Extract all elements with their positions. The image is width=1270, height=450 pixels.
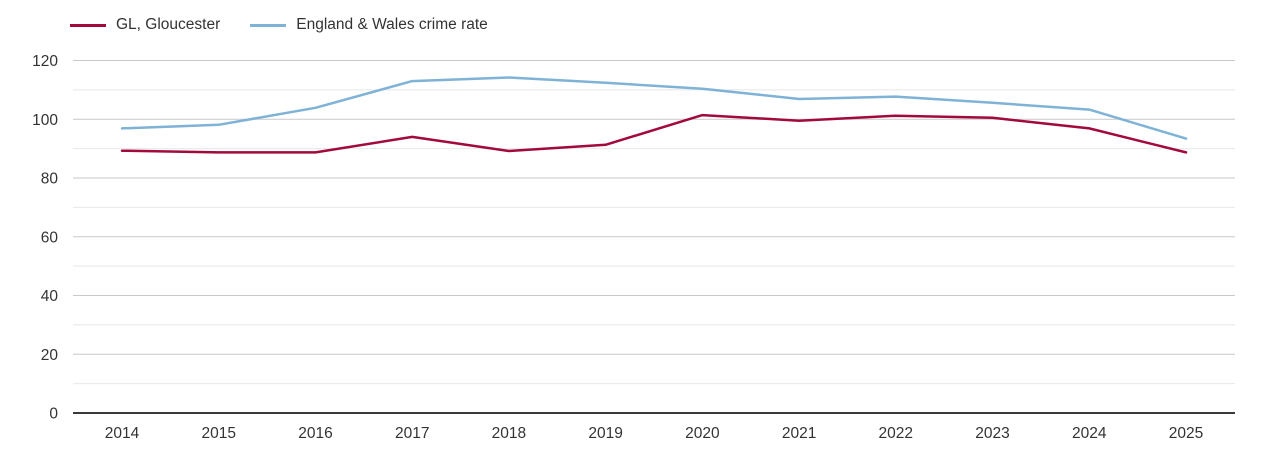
x-axis-tick-label: 2023 xyxy=(975,425,1009,442)
x-axis-tick-label: 2017 xyxy=(395,425,429,442)
y-axis-tick-label: 80 xyxy=(41,171,59,188)
y-axis-tick-label: 120 xyxy=(32,53,58,70)
y-axis-tick-label: 20 xyxy=(41,347,59,364)
x-axis-tick-label: 2018 xyxy=(492,425,526,442)
y-axis-tick-label: 0 xyxy=(49,406,58,423)
x-axis-tick-label: 2016 xyxy=(298,425,332,442)
x-axis-tick-label: 2015 xyxy=(201,425,235,442)
x-axis-tick-label: 2021 xyxy=(782,425,816,442)
chart-legend: GL, Gloucester England & Wales crime rat… xyxy=(70,16,488,34)
x-axis-tick-label: 2020 xyxy=(685,425,720,442)
x-axis-tick-label: 2014 xyxy=(105,425,140,442)
x-axis-tick-label: 2025 xyxy=(1169,425,1203,442)
series-line-gl-gloucester xyxy=(120,113,1188,154)
y-axis-tick-label: 100 xyxy=(32,112,58,129)
legend-label-england-wales: England & Wales crime rate xyxy=(296,16,488,33)
series-line-england-wales-crime-rate xyxy=(120,76,1188,140)
legend-swatch-england-wales xyxy=(250,23,287,27)
legend-item-england-wales: England & Wales crime rate xyxy=(250,16,488,34)
y-axis-tick-label: 60 xyxy=(41,229,59,246)
legend-label-gl-gloucester: GL, Gloucester xyxy=(116,16,221,33)
x-axis-tick-label: 2019 xyxy=(588,425,622,442)
x-axis-tick-label: 2022 xyxy=(879,425,913,442)
legend-swatch-gl-gloucester xyxy=(70,23,106,27)
legend-item-gl-gloucester: GL, Gloucester xyxy=(70,16,220,34)
y-axis-tick-label: 40 xyxy=(41,288,59,305)
x-axis-tick-label: 2024 xyxy=(1072,425,1107,442)
